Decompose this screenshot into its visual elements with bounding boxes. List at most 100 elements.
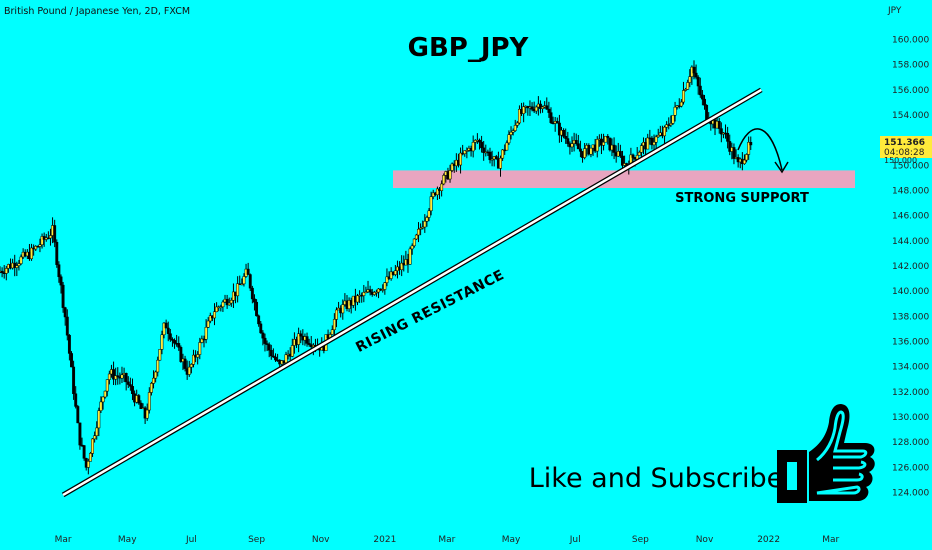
candle: [156, 356, 160, 377]
candle: [686, 79, 690, 90]
thumbs-up-icon[interactable]: [777, 404, 875, 503]
candle: [606, 134, 610, 145]
candle: [631, 153, 635, 163]
candle: [570, 136, 574, 152]
y-tick-label: 158.000: [892, 61, 929, 71]
y-tick-label: 132.000: [892, 388, 929, 398]
price-tag-under-value: 150.000: [884, 156, 917, 165]
candle: [663, 125, 666, 145]
candle: [505, 140, 509, 151]
candle: [196, 351, 200, 365]
candle: [255, 299, 259, 317]
candle: [499, 155, 502, 177]
candle: [86, 458, 90, 475]
candle: [82, 445, 86, 461]
candle: [290, 338, 294, 358]
x-tick-label: Nov: [312, 535, 330, 545]
candle: [448, 164, 452, 183]
candle: [120, 366, 124, 383]
candle: [604, 135, 608, 143]
candle: [78, 422, 82, 450]
candle: [137, 394, 141, 405]
candle: [383, 281, 387, 295]
chart-title: GBP_JPY: [408, 33, 530, 63]
candle: [126, 376, 130, 388]
candle: [494, 154, 498, 160]
candle: [429, 191, 433, 216]
candle: [698, 77, 702, 98]
candle: [364, 286, 368, 294]
candle: [229, 297, 233, 307]
candle: [236, 276, 240, 303]
candle: [173, 338, 176, 349]
projection-arrow: [737, 128, 783, 171]
candle: [440, 180, 444, 197]
candle: [410, 243, 414, 255]
candle: [164, 319, 168, 329]
candle: [204, 319, 208, 344]
candle: [576, 134, 580, 150]
candle: [749, 136, 753, 150]
candle: [530, 102, 534, 112]
candle: [414, 233, 418, 241]
candle: [99, 396, 103, 414]
candle: [553, 116, 557, 132]
candle: [717, 118, 721, 134]
candle: [246, 262, 250, 275]
candle: [463, 150, 467, 157]
candle: [549, 107, 553, 124]
candle: [637, 150, 641, 156]
candle: [608, 137, 612, 152]
candle: [330, 325, 334, 335]
candle: [400, 255, 404, 277]
x-tick-label: 2022: [757, 535, 780, 545]
candle: [425, 215, 429, 227]
candle: [471, 135, 475, 158]
y-tick-label: 142.000: [892, 262, 929, 272]
candle: [719, 122, 723, 143]
y-tick-label: 154.000: [892, 111, 929, 121]
candle: [147, 387, 151, 414]
candle: [269, 344, 273, 360]
candle: [158, 349, 162, 361]
candle: [93, 431, 97, 443]
candle: [189, 363, 193, 374]
candle: [517, 105, 521, 125]
candle: [192, 349, 195, 368]
candle: [227, 297, 231, 306]
candle: [177, 336, 181, 351]
candle: [160, 330, 164, 355]
candle: [335, 307, 338, 328]
candle: [299, 330, 303, 344]
candle: [116, 367, 120, 385]
candle: [267, 342, 271, 358]
candle: [149, 381, 153, 396]
candle: [589, 147, 593, 158]
candle: [488, 147, 492, 164]
x-tick-label: Mar: [438, 535, 455, 545]
candle: [13, 254, 17, 277]
candle: [183, 355, 187, 372]
y-tick-label: 138.000: [892, 312, 929, 322]
candle: [442, 173, 446, 186]
candle: [656, 128, 660, 138]
candle: [509, 126, 513, 140]
candle: [124, 372, 128, 391]
candle: [417, 222, 420, 243]
candle: [562, 128, 566, 139]
candle: [63, 306, 67, 326]
candle: [547, 101, 551, 118]
candle: [38, 238, 42, 253]
candle: [522, 102, 526, 123]
candle: [97, 407, 101, 437]
candle: [49, 228, 52, 246]
candle: [557, 114, 561, 143]
y-tick-label: 130.000: [892, 413, 929, 423]
candle: [76, 404, 80, 424]
candle: [274, 353, 277, 362]
candle: [578, 140, 582, 158]
y-tick-label: 128.000: [892, 438, 929, 448]
candle: [170, 337, 174, 347]
candle: [219, 304, 223, 312]
